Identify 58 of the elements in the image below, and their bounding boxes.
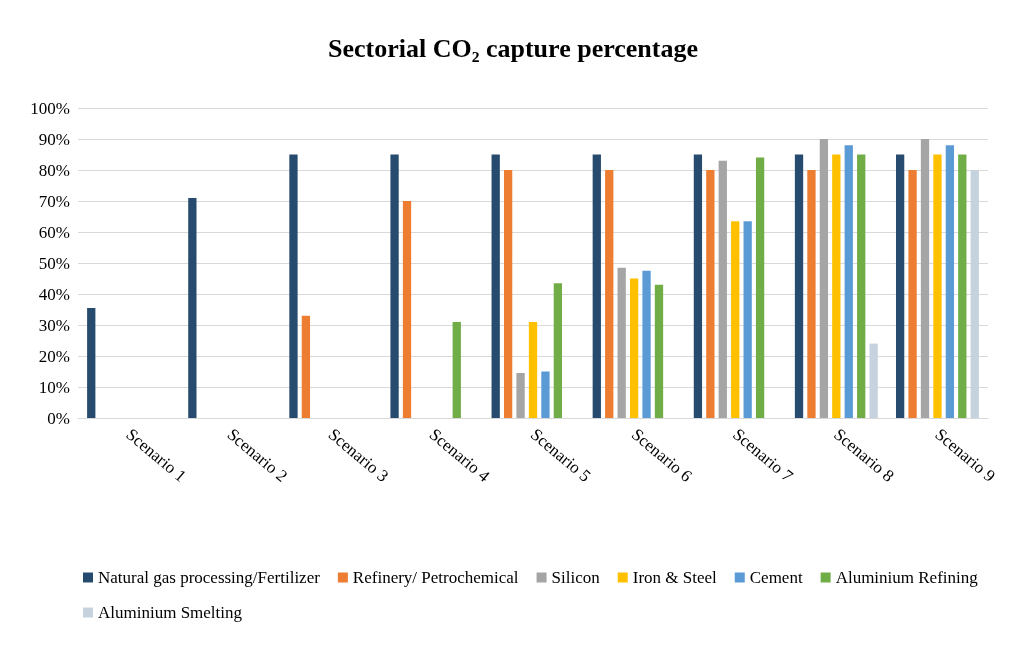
y-tick-label: 90% bbox=[38, 129, 70, 149]
bar bbox=[857, 154, 866, 418]
bar bbox=[920, 139, 930, 418]
legend-label: Refinery/ Petrochemical bbox=[352, 568, 519, 587]
bar bbox=[731, 221, 740, 418]
bar bbox=[869, 343, 878, 418]
legend-label: Iron & Steel bbox=[632, 568, 718, 587]
bar bbox=[908, 170, 917, 418]
bar bbox=[718, 160, 727, 418]
y-tick-label: 40% bbox=[38, 284, 70, 304]
bar bbox=[503, 170, 513, 418]
bar bbox=[491, 154, 500, 418]
bar bbox=[528, 321, 538, 418]
y-tick-label: 30% bbox=[38, 315, 70, 335]
bar bbox=[970, 170, 979, 418]
y-tick-label: 80% bbox=[38, 160, 70, 180]
bar bbox=[654, 284, 664, 418]
bar bbox=[794, 154, 804, 418]
bar bbox=[743, 221, 752, 418]
bar bbox=[87, 307, 96, 418]
bar bbox=[933, 154, 942, 418]
y-tick-label: 20% bbox=[38, 346, 70, 366]
bar bbox=[592, 154, 601, 418]
bar bbox=[605, 170, 614, 418]
legend-label: Aluminium Smelting bbox=[98, 603, 243, 622]
bar bbox=[819, 139, 829, 418]
y-tick-label: 50% bbox=[38, 253, 70, 273]
legend-label: Aluminium Refining bbox=[835, 568, 979, 587]
bar bbox=[188, 197, 197, 418]
bar bbox=[958, 154, 967, 418]
bar bbox=[402, 201, 412, 418]
bar bbox=[553, 283, 563, 418]
legend-label: Natural gas processing/Fertilizer bbox=[98, 568, 321, 587]
bar bbox=[301, 315, 311, 418]
y-tick-label: 0% bbox=[47, 408, 70, 428]
bar bbox=[693, 154, 703, 418]
bar bbox=[642, 270, 651, 418]
chart-title: Sectorial CO₂ capture percentage bbox=[327, 33, 699, 63]
bar bbox=[844, 145, 853, 418]
legend-label: Cement bbox=[749, 568, 803, 587]
bar bbox=[516, 373, 525, 418]
bar bbox=[807, 170, 816, 418]
bar bbox=[832, 154, 841, 418]
bar bbox=[289, 154, 298, 418]
bar bbox=[617, 267, 626, 418]
legend-label: Silicon bbox=[551, 568, 601, 587]
y-tick-label: 70% bbox=[38, 191, 70, 211]
bar bbox=[895, 154, 905, 418]
bar bbox=[541, 371, 550, 418]
y-tick-label: 10% bbox=[38, 377, 70, 397]
bar bbox=[755, 157, 765, 418]
y-tick-label: 60% bbox=[38, 222, 70, 242]
bar bbox=[945, 145, 955, 418]
bar bbox=[452, 321, 461, 418]
bar bbox=[629, 278, 639, 418]
y-tick-label: 100% bbox=[30, 98, 70, 118]
bar bbox=[390, 154, 399, 418]
bar bbox=[706, 170, 715, 418]
